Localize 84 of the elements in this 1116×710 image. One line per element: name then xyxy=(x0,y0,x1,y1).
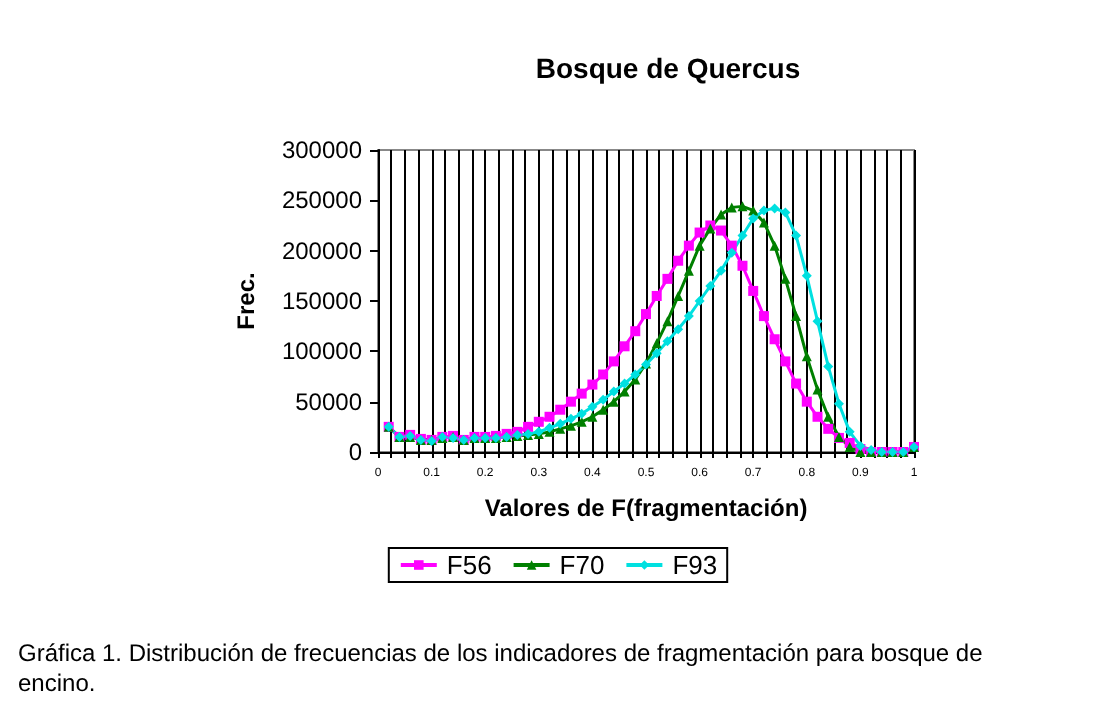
text: Gráfica 1. Distribución de frecuencias de los indicadores de fragmentación para bosque de encino. xyxy=(18,639,990,697)
y-axis-title: Frec. xyxy=(232,272,260,330)
point xyxy=(801,270,812,281)
point xyxy=(758,217,769,228)
point xyxy=(737,230,748,241)
y-tick-label: 150000 xyxy=(281,287,363,315)
point xyxy=(769,334,780,345)
point xyxy=(801,396,812,407)
point xyxy=(598,394,609,405)
legend-label: F56 xyxy=(446,550,492,580)
point xyxy=(694,296,705,306)
y-tick-label: 300000 xyxy=(281,136,363,164)
point xyxy=(823,423,834,434)
point xyxy=(812,411,823,422)
point xyxy=(823,411,834,422)
point xyxy=(716,225,727,236)
point xyxy=(791,378,802,389)
point xyxy=(673,324,684,335)
point xyxy=(683,311,694,322)
y-tick-label: 50000 xyxy=(295,387,363,416)
point xyxy=(630,369,641,380)
point xyxy=(737,201,748,212)
point xyxy=(555,418,566,429)
point xyxy=(565,396,576,407)
point xyxy=(726,247,737,258)
point xyxy=(587,379,598,390)
point xyxy=(844,426,855,437)
point xyxy=(833,398,844,409)
point xyxy=(683,265,694,276)
point xyxy=(812,316,823,327)
point xyxy=(705,280,716,291)
legend-label: F70 xyxy=(559,550,605,580)
point xyxy=(619,378,630,389)
point xyxy=(758,311,769,322)
point xyxy=(780,273,791,284)
point xyxy=(812,384,823,395)
point xyxy=(683,240,694,251)
legend-label: F93 xyxy=(672,550,718,580)
point xyxy=(651,338,662,349)
point xyxy=(662,336,673,347)
point xyxy=(694,240,705,251)
point xyxy=(598,404,609,415)
point xyxy=(576,408,587,419)
point xyxy=(641,309,651,320)
point xyxy=(758,205,769,216)
point xyxy=(823,361,834,372)
point xyxy=(565,413,576,424)
point xyxy=(748,213,759,224)
point xyxy=(791,311,802,322)
point xyxy=(801,351,812,362)
point xyxy=(780,356,791,367)
point xyxy=(662,273,673,284)
point xyxy=(587,411,598,422)
point xyxy=(662,316,673,327)
point xyxy=(769,203,780,214)
point xyxy=(651,348,662,359)
point xyxy=(608,396,619,407)
point xyxy=(748,285,759,296)
point xyxy=(726,202,737,213)
y-tick-label: 200000 xyxy=(281,236,363,265)
point xyxy=(544,411,555,422)
point xyxy=(533,416,544,427)
point xyxy=(630,326,641,337)
point xyxy=(608,356,619,367)
x-axis-title: Valores de F(fragmentación) xyxy=(484,494,808,522)
y-tick-label: 100000 xyxy=(281,337,363,366)
point xyxy=(780,207,791,218)
point xyxy=(716,209,727,220)
point xyxy=(651,290,662,301)
point xyxy=(576,388,587,399)
point xyxy=(673,290,684,301)
point xyxy=(587,401,598,412)
point xyxy=(598,369,609,380)
point xyxy=(769,240,780,251)
point xyxy=(737,260,748,271)
point xyxy=(673,255,684,266)
point xyxy=(694,227,705,238)
chart-title: Bosque de Quercus xyxy=(535,52,801,84)
point xyxy=(608,386,619,397)
y-tick-label: 250000 xyxy=(281,186,363,215)
point xyxy=(619,341,630,352)
point xyxy=(555,404,566,415)
point xyxy=(791,230,802,241)
point xyxy=(716,265,727,276)
